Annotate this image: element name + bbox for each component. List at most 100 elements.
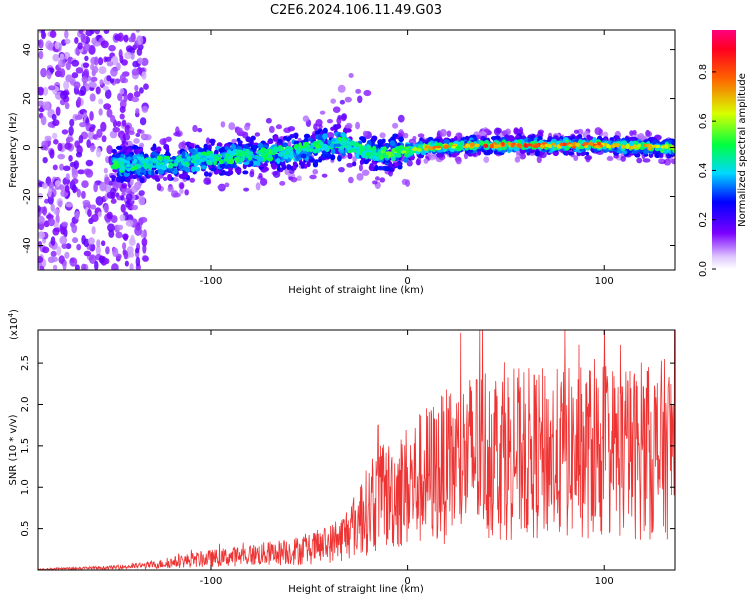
spectrogram-cell xyxy=(165,150,170,156)
spectrogram-x-tick-label: -100 xyxy=(200,276,223,287)
spectrogram-y-axis-label: Frequency (Hz) xyxy=(8,112,19,188)
spectrogram-cell xyxy=(389,140,396,147)
spectrogram-cell xyxy=(394,148,401,152)
spectrogram-cell xyxy=(125,187,132,194)
spectrogram-cell xyxy=(257,142,264,150)
spectrogram-cell xyxy=(68,126,74,136)
spectrogram-cell xyxy=(652,144,657,148)
snr-multiplier-exponent: 4 xyxy=(7,312,15,317)
spectrogram-cell xyxy=(643,149,650,154)
spectrogram-cell xyxy=(53,139,59,145)
spectrogram-cell xyxy=(255,182,261,191)
spectrogram-cell xyxy=(131,145,139,150)
spectrogram-cell xyxy=(228,122,236,131)
spectrogram-cell xyxy=(88,126,95,133)
spectrogram-cell xyxy=(483,156,490,163)
spectrogram-cell xyxy=(658,158,664,163)
spectrogram-cell xyxy=(108,44,116,52)
spectrogram-cell xyxy=(71,59,80,67)
spectrogram-cell xyxy=(225,158,230,163)
spectrogram-cell xyxy=(205,155,211,159)
spectrogram-cell xyxy=(220,121,226,128)
spectrogram-cell xyxy=(582,142,588,146)
spectrogram-y-tick-label: 20 xyxy=(22,92,33,105)
spectrogram-cell xyxy=(91,37,97,45)
spectrogram-cell xyxy=(116,120,122,127)
spectrogram-cell xyxy=(139,216,148,223)
spectrogram-cell xyxy=(250,135,256,141)
snr-multiplier-base: (x10 xyxy=(9,317,20,340)
spectrogram-cell xyxy=(104,89,112,99)
colorbar-tick-label: 0.0 xyxy=(698,261,709,277)
spectrogram-cell xyxy=(359,159,364,165)
spectrogram-cell xyxy=(206,159,211,165)
spectrogram-cell xyxy=(534,150,541,157)
spectrogram-cell xyxy=(256,155,264,163)
spectrogram-cell xyxy=(51,132,58,140)
spectrogram-cell xyxy=(165,136,172,142)
spectrogram-cell xyxy=(345,122,353,130)
spectrogram-cell xyxy=(141,237,148,247)
spectrogram-y-tick-label: 40 xyxy=(22,43,33,56)
spectrogram-cell xyxy=(331,138,337,142)
spectrogram-cell xyxy=(155,159,159,164)
spectrogram-cell xyxy=(107,223,115,232)
spectrogram-cell xyxy=(275,124,282,130)
spectrogram-cell xyxy=(63,165,71,172)
spectrogram-cell xyxy=(637,143,641,148)
spectrogram-cell xyxy=(51,113,57,121)
spectrogram-cell xyxy=(84,55,89,62)
spectrogram-cell xyxy=(501,141,505,147)
spectrogram-cell xyxy=(218,147,226,153)
spectrogram-cell xyxy=(341,113,348,121)
spectrogram-cell xyxy=(123,250,129,260)
spectrogram-cell xyxy=(292,164,296,171)
spectrogram-cell xyxy=(136,128,142,134)
spectrogram-cell xyxy=(59,235,68,245)
spectrogram-cell xyxy=(64,102,70,110)
spectrogram-cell xyxy=(49,30,57,39)
colorbar-gradient xyxy=(712,30,736,269)
spectrogram-cell xyxy=(228,159,235,165)
spectrogram-cell xyxy=(58,200,63,208)
spectrogram-cell xyxy=(65,61,71,71)
spectrogram-cell xyxy=(236,169,242,175)
spectrogram-cell xyxy=(103,30,110,34)
spectrogram-cell xyxy=(620,144,626,149)
spectrogram-cell xyxy=(119,113,125,120)
spectrogram-cell xyxy=(80,33,86,43)
spectrogram-cell xyxy=(203,171,209,177)
spectrogram-cell xyxy=(329,143,335,148)
spectrogram-cell xyxy=(59,53,65,60)
spectrogram-cell xyxy=(142,243,147,254)
spectrogram-cell xyxy=(642,158,651,163)
spectrogram-cell xyxy=(314,159,319,164)
spectrogram-cell xyxy=(61,221,69,227)
spectrogram-cell xyxy=(356,173,364,181)
spectrogram-cell xyxy=(628,136,635,142)
spectrogram-cell xyxy=(337,84,346,93)
spectrogram-cell xyxy=(300,164,305,169)
spectrogram-cell xyxy=(106,108,113,118)
spectrogram-cell xyxy=(208,157,213,161)
spectrogram-cell xyxy=(72,237,79,244)
spectrogram-cell xyxy=(379,132,386,139)
spectrogram-cell xyxy=(99,181,107,192)
spectrogram-cell xyxy=(139,87,144,94)
spectrogram-cell xyxy=(73,81,81,89)
spectrogram-cell xyxy=(135,108,140,115)
spectrogram-cell xyxy=(82,62,90,68)
spectrogram-cell xyxy=(338,148,345,154)
spectrogram-cell xyxy=(636,157,643,164)
spectrogram-cell xyxy=(38,231,46,240)
spectrogram-cell xyxy=(64,185,70,193)
spectrogram-cell xyxy=(195,159,200,163)
spectrogram-cell xyxy=(90,145,96,151)
spectrogram-cell xyxy=(57,153,66,160)
spectrogram-cell xyxy=(594,127,603,136)
spectrogram-cell xyxy=(184,161,189,165)
spectrogram-cell xyxy=(267,139,274,145)
spectrogram-cell xyxy=(391,153,395,157)
spectrogram-cell xyxy=(281,162,286,167)
